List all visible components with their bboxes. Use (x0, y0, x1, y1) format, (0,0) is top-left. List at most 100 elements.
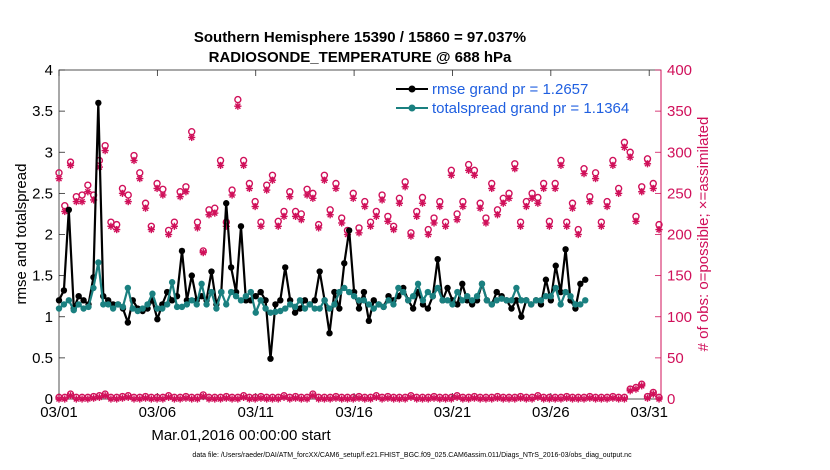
obs-assimilated-marker (465, 166, 473, 174)
obs-star-stroke (240, 162, 247, 169)
obs-star-stroke (148, 226, 155, 233)
obs-star-stroke (263, 395, 270, 403)
obs-assimilated-low-marker (332, 394, 340, 402)
totalspread-point (547, 292, 555, 300)
totalspread-point (552, 284, 559, 292)
totalspread-point (414, 280, 422, 288)
obs-star-stroke (638, 188, 645, 195)
legend-spread-marker (408, 104, 416, 112)
totalspread-point (183, 301, 191, 308)
totalspread-point (326, 305, 333, 312)
y-tick-label: 0 (45, 391, 53, 408)
rmse-point (444, 284, 451, 292)
obs-star-stroke (84, 188, 91, 195)
totalspread-point (75, 301, 82, 308)
obs-star-stroke (402, 183, 409, 190)
obs-assimilated-low-marker (343, 395, 352, 403)
obs-assimilated-low-marker (516, 394, 525, 402)
obs-assimilated-marker (291, 212, 300, 221)
obs-star-stroke (356, 229, 363, 236)
obs-star-stroke (107, 223, 114, 230)
rmse-point (296, 305, 304, 312)
x-tick-label: 03/16 (335, 404, 373, 421)
totalspread-point (395, 284, 402, 292)
y-tick-label: 1 (45, 309, 53, 326)
obs-assimilated-marker (188, 133, 196, 142)
totalspread-point (355, 297, 363, 304)
obs-star-stroke (373, 394, 380, 401)
obs-star-stroke (448, 395, 455, 403)
obs-star-stroke (615, 395, 622, 403)
obs-star-stroke (609, 162, 616, 169)
obs-assimilated-marker (649, 184, 657, 193)
obs-star-stroke (350, 195, 357, 202)
obs-star-stroke (125, 394, 132, 401)
y2-tick-label: 300 (667, 144, 692, 161)
obs-star-stroke (598, 395, 605, 403)
obs-star-stroke (656, 395, 663, 403)
obs-star-stroke (292, 395, 299, 402)
obs-assimilated-low-marker (286, 395, 294, 403)
obs-assimilated-marker (540, 184, 548, 193)
totalspread-point (262, 305, 269, 312)
obs-star-stroke (494, 211, 501, 218)
obs-star-stroke (367, 395, 374, 403)
rmse-point (409, 305, 417, 312)
obs-assimilated-low-marker (643, 394, 652, 402)
totalspread-point (114, 301, 122, 308)
obs-assimilated-low-marker (447, 395, 455, 403)
obs-star-stroke (315, 224, 322, 231)
totalspread-point (478, 280, 486, 288)
y-tick-label: 3.5 (32, 103, 53, 120)
y-axis-label: rmse and totalspread (13, 164, 30, 305)
totalspread-point (424, 288, 432, 296)
obs-star-stroke (557, 395, 564, 403)
totalspread-point (444, 297, 451, 304)
obs-star-stroke (436, 203, 443, 210)
obs-star-stroke (79, 198, 86, 205)
totalspread-point (124, 284, 132, 292)
obs-star-stroke (292, 213, 299, 220)
obs-star-stroke (211, 210, 218, 217)
obs-assimilated-low-marker (257, 394, 265, 402)
obs-star-stroke (136, 395, 143, 403)
obs-assimilated-low-marker (505, 395, 513, 403)
obs-star-stroke (327, 395, 334, 403)
rmse-point (454, 301, 461, 308)
obs-assimilated-marker (453, 216, 461, 224)
obs-star-stroke (477, 205, 484, 212)
rmse-point (316, 268, 323, 275)
totalspread-point (375, 301, 382, 308)
obs-assimilated-low-marker (453, 393, 461, 401)
obs-star-stroke (367, 223, 374, 230)
obs-star-stroke (517, 395, 524, 402)
obs-star-stroke (269, 177, 276, 184)
obs-star-stroke (130, 157, 138, 164)
obs-assimilated-marker (459, 202, 467, 211)
obs-star-stroke (217, 395, 224, 403)
obs-star-stroke (165, 231, 172, 238)
rmse-point (168, 297, 176, 304)
obs-star-stroke (159, 192, 166, 199)
obs-assimilated-low-marker (90, 394, 98, 402)
totalspread-point (252, 309, 259, 316)
rmse-point (513, 297, 520, 304)
totalspread-point (542, 292, 550, 300)
obs-star-stroke (113, 395, 120, 403)
obs-star-stroke (130, 395, 138, 403)
y-tick-label: 2.5 (32, 185, 53, 202)
totalspread-point (341, 284, 348, 292)
obs-assimilated-marker (563, 222, 571, 230)
obs-assimilated-low-marker (136, 395, 144, 403)
obs-star-stroke (73, 395, 80, 403)
obs-star-stroke (448, 172, 455, 179)
totalspread-point (582, 297, 589, 304)
obs-star-stroke (598, 223, 605, 230)
obs-star-stroke (257, 223, 264, 230)
obs-assimilated-low-marker (511, 395, 519, 403)
obs-assimilated-marker (436, 202, 444, 211)
obs-assimilated-marker (240, 161, 248, 170)
y2-axis-label: # of obs: o=possible; ×=assimilated (695, 117, 712, 352)
rmse-point (518, 313, 525, 320)
obs-assimilated-marker (309, 194, 317, 202)
